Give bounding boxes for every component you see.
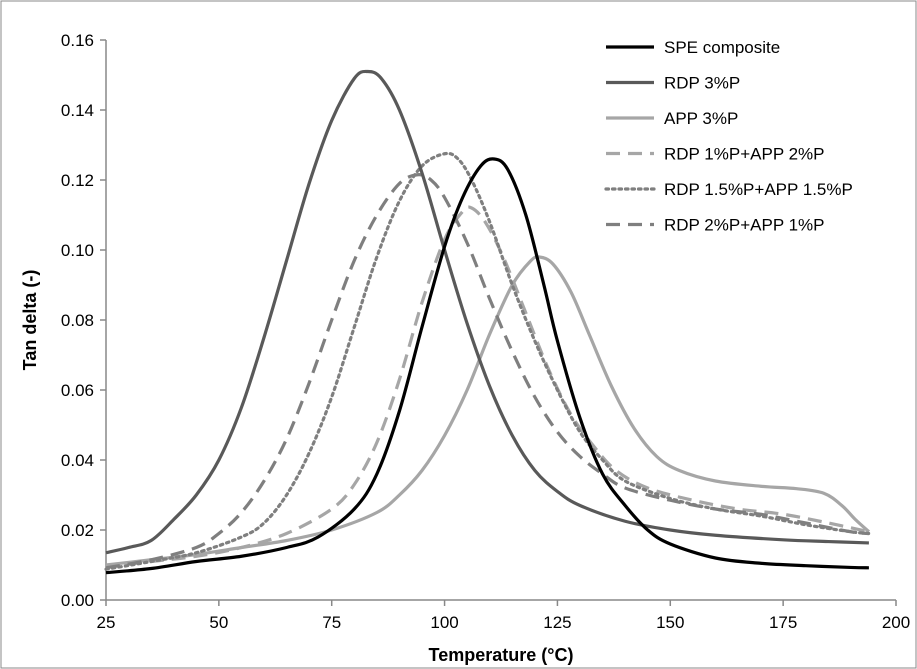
x-tick-label: 25 [97, 613, 116, 632]
y-tick-label: 0.16 [61, 31, 94, 50]
series-line-2 [105, 69, 869, 555]
y-tick-label: 0.00 [61, 591, 94, 610]
y-tick-label: 0.02 [61, 521, 94, 540]
legend-label-6: RDP 2%P+APP 1%P [664, 216, 825, 235]
x-tick-label: 200 [882, 613, 910, 632]
series-lines [104, 69, 871, 575]
legend-label-5: RDP 1.5%P+APP 1.5%P [664, 180, 853, 199]
x-tick-label: 75 [322, 613, 341, 632]
x-tick-label: 50 [209, 613, 228, 632]
x-tick-label: 175 [769, 613, 797, 632]
series-line-4 [105, 205, 870, 569]
legend: SPE composite RDP 3%P APP 3%P RDP 1%P+APP 2… [604, 38, 853, 235]
y-axis-ticks: 0.00 0.02 0.04 0.06 0.08 0.10 0.12 0.14 0.16 [61, 31, 106, 610]
y-tick-label: 0.12 [61, 171, 94, 190]
series-line-1 [105, 157, 869, 575]
x-tick-label: 100 [430, 613, 458, 632]
x-tick-label: 150 [656, 613, 684, 632]
x-tick-label: 125 [543, 613, 571, 632]
series-line-3 [105, 255, 870, 567]
x-axis-ticks: 25 50 75 100 125 150 175 200 [97, 600, 910, 632]
y-axis-title: Tan delta (-) [20, 270, 40, 371]
y-tick-label: 0.06 [61, 381, 94, 400]
legend-label-3: APP 3%P [664, 109, 738, 128]
y-tick-label: 0.10 [61, 241, 94, 260]
y-tick-label: 0.14 [61, 101, 94, 120]
legend-label-4: RDP 1%P+APP 2%P [664, 145, 825, 164]
x-axis-title: Temperature (°C) [429, 645, 574, 665]
legend-label-2: RDP 3%P [664, 74, 740, 93]
y-tick-label: 0.08 [61, 311, 94, 330]
y-tick-label: 0.04 [61, 451, 94, 470]
legend-label-1: SPE composite [664, 38, 780, 57]
series-line-6 [105, 173, 870, 570]
